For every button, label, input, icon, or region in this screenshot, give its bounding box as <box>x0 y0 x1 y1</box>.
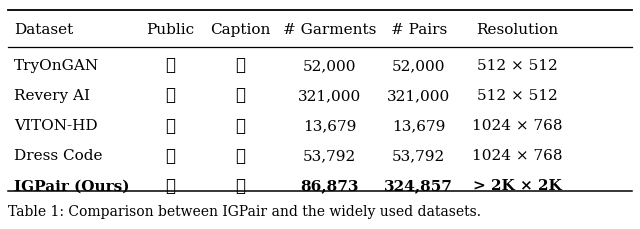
Text: > 2K × 2K: > 2K × 2K <box>473 179 562 193</box>
Text: Public: Public <box>146 23 195 37</box>
Text: ✗: ✗ <box>165 57 175 74</box>
Text: 512 × 512: 512 × 512 <box>477 59 558 73</box>
Text: 1024 × 768: 1024 × 768 <box>472 119 563 133</box>
Text: 1024 × 768: 1024 × 768 <box>472 149 563 163</box>
Text: VITON-HD: VITON-HD <box>14 119 98 133</box>
Text: Dress Code: Dress Code <box>14 149 102 163</box>
Text: ✗: ✗ <box>236 117 245 134</box>
Text: Resolution: Resolution <box>476 23 559 37</box>
Text: 324,857: 324,857 <box>385 179 453 193</box>
Text: Table 1: Comparison between IGPair and the widely used datasets.: Table 1: Comparison between IGPair and t… <box>8 205 481 219</box>
Text: 512 × 512: 512 × 512 <box>477 89 558 103</box>
Text: 86,873: 86,873 <box>300 179 359 193</box>
Text: Caption: Caption <box>210 23 271 37</box>
Text: 13,679: 13,679 <box>303 119 356 133</box>
Text: # Garments: # Garments <box>283 23 376 37</box>
Text: Dataset: Dataset <box>14 23 74 37</box>
Text: ✗: ✗ <box>236 57 245 74</box>
Text: 53,792: 53,792 <box>303 149 356 163</box>
Text: ✗: ✗ <box>236 87 245 104</box>
Text: # Pairs: # Pairs <box>390 23 447 37</box>
Text: 13,679: 13,679 <box>392 119 445 133</box>
Text: 52,000: 52,000 <box>303 59 356 73</box>
Text: ✓: ✓ <box>165 148 175 165</box>
Text: ✗: ✗ <box>236 148 245 165</box>
Text: 321,000: 321,000 <box>298 89 361 103</box>
Text: ✓: ✓ <box>165 117 175 134</box>
Text: ✗: ✗ <box>165 87 175 104</box>
Text: 321,000: 321,000 <box>387 89 451 103</box>
Text: ✓: ✓ <box>165 178 175 195</box>
Text: TryOnGAN: TryOnGAN <box>14 59 99 73</box>
Text: IGPair (Ours): IGPair (Ours) <box>14 179 130 193</box>
Text: 53,792: 53,792 <box>392 149 445 163</box>
Text: Revery AI: Revery AI <box>14 89 90 103</box>
Text: ✓: ✓ <box>236 178 245 195</box>
Text: 52,000: 52,000 <box>392 59 445 73</box>
